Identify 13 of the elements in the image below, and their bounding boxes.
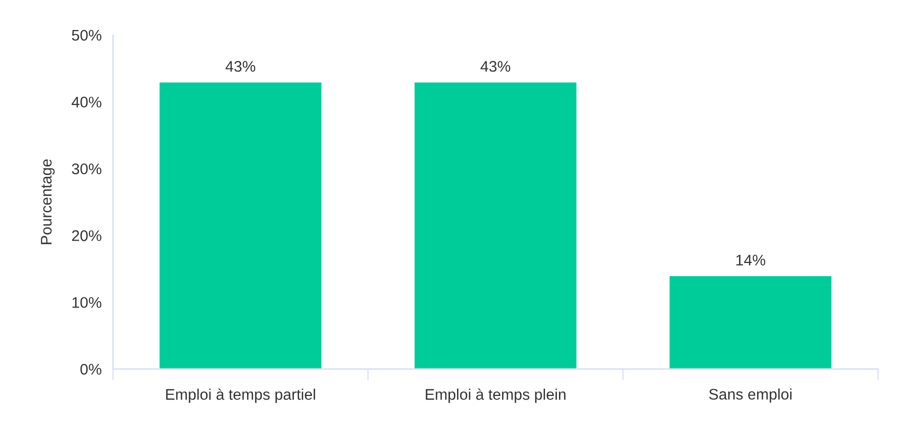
y-tick-label: 40% xyxy=(72,96,102,108)
y-tick-label: 50% xyxy=(72,30,102,41)
y-tick-label: 20% xyxy=(72,230,102,242)
x-tick-label: Emploi à temps plein xyxy=(426,388,566,403)
y-axis-title: Pourcentage xyxy=(40,159,55,244)
data-label: 43% xyxy=(226,60,256,72)
y-tick-label: 30% xyxy=(72,163,102,174)
y-tick-label: 0% xyxy=(80,364,102,375)
data-label: 14% xyxy=(736,254,766,266)
y-tick-label: 10% xyxy=(72,297,102,308)
data-label: 43% xyxy=(480,60,510,72)
x-tick-label: Emploi à temps partiel xyxy=(166,388,316,403)
x-tick-label: Sans emploi xyxy=(709,388,792,403)
